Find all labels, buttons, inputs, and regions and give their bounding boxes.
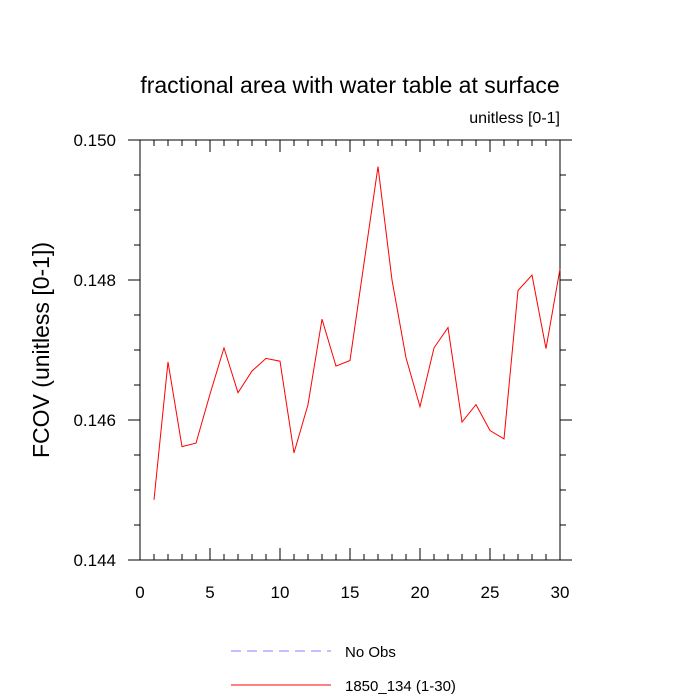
x-tick-label: 0 bbox=[135, 583, 144, 602]
legend-label-series: 1850_134 (1-30) bbox=[345, 678, 456, 695]
x-tick-label: 15 bbox=[341, 583, 360, 602]
units-label: unitless [0-1] bbox=[469, 110, 560, 127]
x-tick-label: 20 bbox=[411, 583, 430, 602]
y-axis-ticks: 0.144 0.146 0.148 0.150 bbox=[73, 131, 572, 570]
y-axis-label: FCOV (unitless [0-1]) bbox=[28, 242, 54, 458]
series-layer bbox=[153, 166, 561, 500]
legend: No Obs 1850_134 (1-30) bbox=[231, 644, 456, 695]
x-tick-label: 5 bbox=[205, 583, 214, 602]
x-tick-label: 30 bbox=[551, 583, 570, 602]
chart-title: fractional area with water table at surf… bbox=[140, 72, 559, 98]
y-tick-label: 0.150 bbox=[73, 131, 116, 150]
plot-frame bbox=[139, 139, 561, 561]
x-axis-ticks: 0 5 10 15 20 25 30 bbox=[135, 140, 569, 602]
y-tick-label: 0.148 bbox=[73, 271, 116, 290]
x-tick-label: 25 bbox=[481, 583, 500, 602]
y-tick-label: 0.146 bbox=[73, 411, 116, 430]
y-tick-label: 0.144 bbox=[73, 551, 116, 570]
x-tick-label: 10 bbox=[271, 583, 290, 602]
series-line bbox=[153, 166, 561, 500]
legend-label-no-obs: No Obs bbox=[345, 644, 396, 661]
